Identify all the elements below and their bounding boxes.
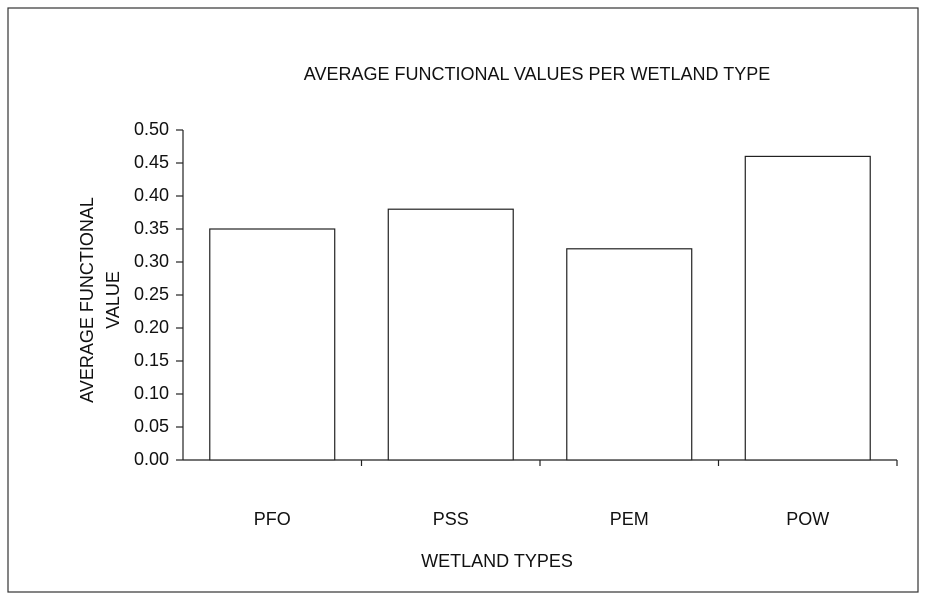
y-tick-label: 0.40 [134, 185, 169, 205]
y-tick-label: 0.00 [134, 449, 169, 469]
bar [387, 208, 514, 461]
y-tick-label: 0.05 [134, 416, 169, 436]
y-tick-label: 0.20 [134, 317, 169, 337]
bar [744, 155, 871, 461]
y-axis-title: VALUE [103, 271, 123, 329]
y-tick-label: 0.45 [134, 152, 169, 172]
x-tick-label: PSS [433, 509, 469, 529]
y-axis-title: AVERAGE FUNCTIONAL [77, 197, 97, 403]
bar [209, 228, 336, 461]
x-axis-title: WETLAND TYPES [421, 551, 573, 571]
y-tick-label: 0.35 [134, 218, 169, 238]
y-tick-label: 0.30 [134, 251, 169, 271]
y-tick-label: 0.10 [134, 383, 169, 403]
x-tick-label: PEM [610, 509, 649, 529]
frame [7, 7, 919, 593]
x-tick-label: PFO [254, 509, 291, 529]
y-tick-label: 0.25 [134, 284, 169, 304]
y-tick-label: 0.50 [134, 119, 169, 139]
x-tick-label: POW [786, 509, 829, 529]
chart-title: AVERAGE FUNCTIONAL VALUES PER WETLAND TY… [304, 64, 770, 84]
bar [566, 248, 693, 461]
y-tick-label: 0.15 [134, 350, 169, 370]
